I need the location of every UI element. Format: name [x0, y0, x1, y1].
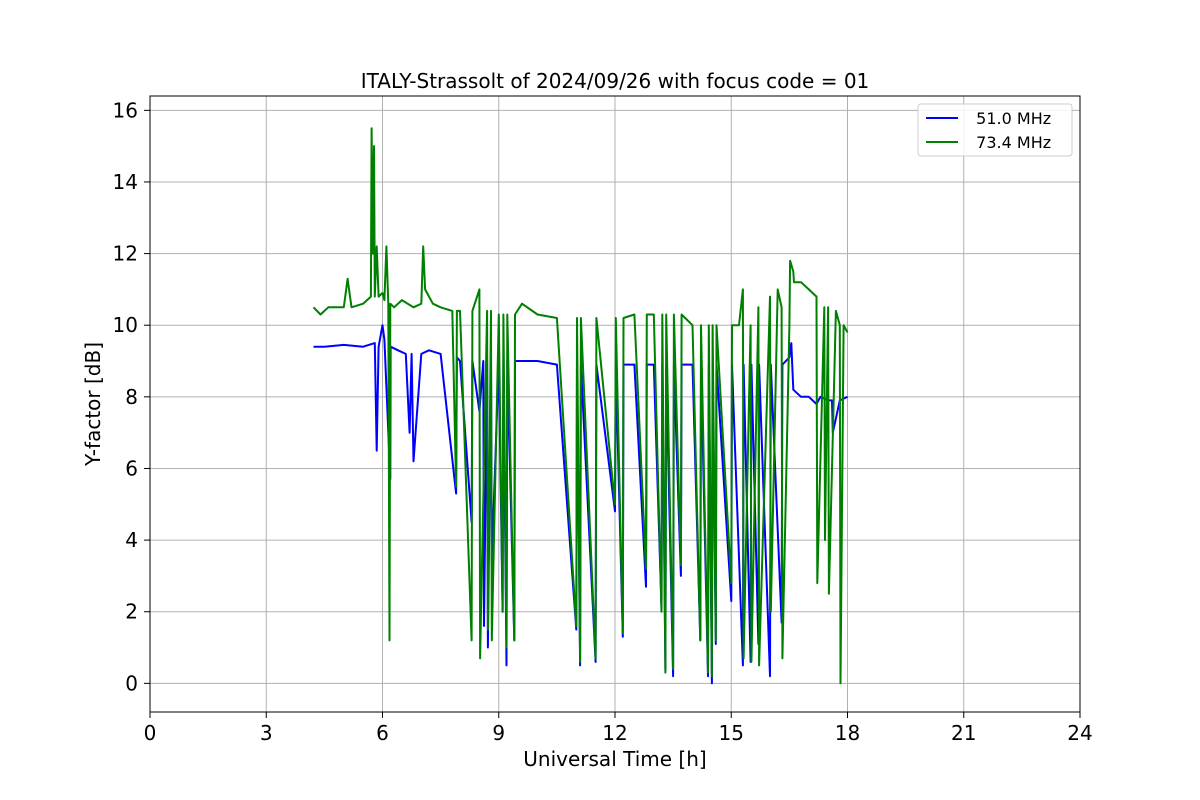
legend: 51.0 MHz 73.4 MHz: [917, 103, 1073, 157]
chart-title: ITALY-Strassolt of 2024/09/26 with focus…: [361, 69, 870, 93]
x-tick-label: 21: [951, 721, 976, 745]
x-tick-label: 3: [260, 721, 273, 745]
x-tick-label: 24: [1067, 721, 1092, 745]
y-tick-label: 14: [113, 170, 138, 194]
x-tick-label: 6: [376, 721, 389, 745]
y-axis-title: Y-factor [dB]: [81, 342, 105, 467]
x-tick-label: 15: [719, 721, 744, 745]
x-tick-label: 12: [602, 721, 627, 745]
y-tick-label: 8: [125, 385, 138, 409]
y-tick-label: 2: [125, 600, 138, 624]
legend-label-51mhz: 51.0 MHz: [966, 109, 1051, 128]
y-tick-label: 10: [113, 313, 138, 337]
y-tick-label: 4: [125, 528, 138, 552]
y-tick-label: 12: [113, 242, 138, 266]
x-axis-title: Universal Time [h]: [523, 747, 706, 771]
series-lines: [312, 127, 849, 685]
x-tick-label: 18: [835, 721, 860, 745]
y-tick-label: 0: [125, 671, 138, 695]
x-tick-label: 0: [144, 721, 157, 745]
y-tick-label: 16: [113, 98, 138, 122]
x-tick-label: 9: [492, 721, 505, 745]
legend-label-73mhz: 73.4 MHz: [966, 133, 1051, 152]
y-tick-label: 6: [125, 456, 138, 480]
series-line-1: [312, 127, 849, 685]
